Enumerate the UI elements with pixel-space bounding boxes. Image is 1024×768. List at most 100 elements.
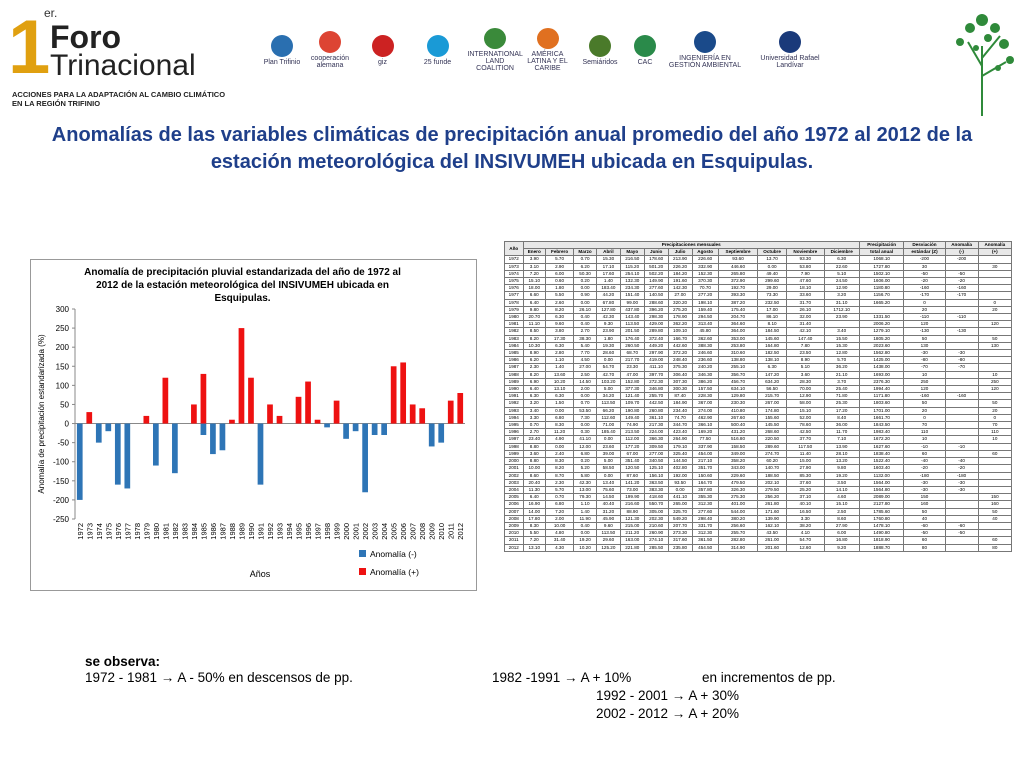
table-cell: 120.50 <box>619 464 645 473</box>
table-cell: -160 <box>903 392 946 401</box>
table-cell: 12.00 <box>573 442 597 451</box>
table-cell: 155.60 <box>757 413 788 423</box>
table-body: 1972 3.90 5.70 0.70 15.30 216.50 178.60 213.90 2… <box>504 255 1013 552</box>
table-cell: 1727.80 <box>858 262 905 271</box>
bar <box>162 377 169 424</box>
table-cell: 6.20 <box>573 262 597 271</box>
legend-label: Anomalía (-) <box>370 549 417 559</box>
table-cell: 2.60 <box>544 298 575 307</box>
table-cell: -160 <box>944 284 979 293</box>
y-tick-label: -100 <box>53 458 70 467</box>
table-cell: 366.10 <box>691 421 719 430</box>
table-cell: 1180.80 <box>858 284 905 293</box>
table-cell: 112.60 <box>595 413 621 423</box>
table-row: 2002 8.60 8.70 5.80 0.00 87.60 156.10 192.00 150… <box>504 471 1013 480</box>
table-cell: 31.70 <box>786 298 825 307</box>
table-cell: 109.70 <box>619 399 645 408</box>
note-line-1: 1972 - 1981 → A - 50% en descensos de pp… <box>85 670 353 685</box>
table-cell: 4.10 <box>786 529 825 538</box>
column-header: total anual <box>858 248 905 257</box>
table-cell: -50 <box>944 529 979 538</box>
table-cell: 56.50 <box>757 385 788 394</box>
table-cell: 1.50 <box>544 399 575 408</box>
table-cell: 50 <box>903 507 946 516</box>
table-cell: 11.10 <box>522 320 546 329</box>
chart-container <box>30 259 477 591</box>
table-cell: 18.00 <box>522 284 546 293</box>
table-cell: 41.10 <box>573 435 597 444</box>
table-cell: 6.30 <box>544 341 575 351</box>
table-cell: 2023.60 <box>858 341 905 351</box>
partner-logo-label: Universidad Rafael Landívar <box>760 55 820 69</box>
table-cell: 1973 <box>504 262 524 271</box>
table-cell: 312.30 <box>691 529 719 538</box>
table-cell: 337.90 <box>691 442 719 451</box>
chart-title: Anomalía de precipitación pluvial estand… <box>84 267 401 304</box>
table-cell: 2012 <box>504 543 524 552</box>
partner-logo-icon <box>371 34 394 57</box>
table-cell: 353.00 <box>717 334 759 343</box>
x-tick-label: 1989 <box>237 523 246 540</box>
table-row: 1978 6.40 2.60 0.00 67.80 99.00 288.60 320.20 19… <box>504 298 1013 307</box>
table-cell <box>977 363 1013 372</box>
table-cell: 0.40 <box>573 313 597 322</box>
table-cell: 71.00 <box>595 421 621 430</box>
table-cell: 13.60 <box>544 370 575 379</box>
table-cell: 364.60 <box>717 320 759 329</box>
table-cell: 27.90 <box>823 521 860 531</box>
table-row: 2001 10.00 8.20 5.20 58.50 120.50 125.10 402.80… <box>504 464 1013 473</box>
table-cell: 5.10 <box>823 269 860 279</box>
table-cell: 25.30 <box>823 399 860 408</box>
x-tick-label: 2002 <box>361 523 370 540</box>
table-cell: 3.30 <box>786 514 825 523</box>
column-header: Febrero <box>544 248 575 257</box>
header-total: Precipitación <box>858 240 905 250</box>
table-cell: 1760.80 <box>858 514 905 523</box>
table-cell: 79.30 <box>573 493 597 502</box>
table-cell: 20 <box>903 406 946 415</box>
table-cell: 19.30 <box>595 341 621 351</box>
table-cell: 160 <box>977 500 1013 509</box>
table-cell: 31.20 <box>595 507 621 516</box>
table-cell: 129.80 <box>717 392 759 401</box>
x-tick-label: 2006 <box>399 523 408 540</box>
table-row: 1981 11.10 9.60 0.40 9.30 113.50 429.00 362.20 3… <box>504 320 1013 329</box>
table-cell: 1.40 <box>595 277 621 286</box>
table-row: 1982 8.50 3.80 2.70 23.90 201.50 289.80 109.10 4… <box>504 327 1013 336</box>
table-cell: 300.30 <box>667 385 693 394</box>
table-cell: 112.00 <box>619 435 645 444</box>
table-cell: 234.40 <box>667 406 693 415</box>
table-cell: 232.50 <box>757 298 788 307</box>
table-cell: 188.50 <box>757 471 788 480</box>
table-cell: 10.20 <box>544 377 575 387</box>
table-cell <box>977 478 1013 487</box>
table-cell: 0.00 <box>757 262 788 271</box>
table-cell: 23.60 <box>595 442 621 451</box>
table-cell: 10 <box>977 370 1013 379</box>
table-cell: 87.60 <box>619 471 645 480</box>
bar <box>229 419 235 424</box>
table-cell: 192.00 <box>667 471 693 480</box>
partner-logo-icon <box>536 28 559 49</box>
table-cell: 23.40 <box>522 435 546 444</box>
partner-logo-icon <box>319 31 341 53</box>
table-cell: 5.50 <box>522 529 546 538</box>
table-cell: 313.40 <box>691 320 719 329</box>
table-cell: 1977 <box>504 291 524 300</box>
table-cell: 411.10 <box>643 363 669 372</box>
table-cell: 17.60 <box>595 269 621 279</box>
table-cell: 217.70 <box>619 356 645 365</box>
column-header: (-) <box>944 248 979 257</box>
table-cell: 70.70 <box>691 284 719 293</box>
bar <box>457 393 464 424</box>
table-cell <box>944 385 979 394</box>
table-cell: 240.20 <box>691 363 719 372</box>
bar <box>238 328 245 424</box>
table-cell: 10.00 <box>544 521 575 531</box>
table-cell: 192.70 <box>717 284 759 293</box>
table-cell: 32.00 <box>786 313 825 322</box>
table-cell: 152.80 <box>619 377 645 387</box>
table-cell: 226.60 <box>691 255 719 264</box>
table-cell: 312.30 <box>691 500 719 509</box>
table-cell: 70 <box>977 421 1013 430</box>
